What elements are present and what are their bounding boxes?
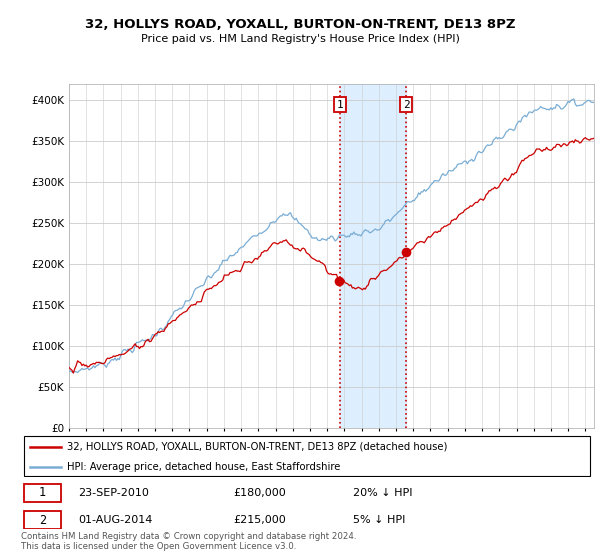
Text: £215,000: £215,000 <box>233 515 286 525</box>
Bar <box>340 84 406 428</box>
Text: 1: 1 <box>337 100 343 110</box>
Text: 32, HOLLYS ROAD, YOXALL, BURTON-ON-TRENT, DE13 8PZ: 32, HOLLYS ROAD, YOXALL, BURTON-ON-TRENT… <box>85 18 515 31</box>
Text: 1: 1 <box>38 487 46 500</box>
Text: 5% ↓ HPI: 5% ↓ HPI <box>353 515 406 525</box>
FancyBboxPatch shape <box>24 436 590 476</box>
Text: 20% ↓ HPI: 20% ↓ HPI <box>353 488 413 498</box>
FancyBboxPatch shape <box>24 484 61 502</box>
Text: £180,000: £180,000 <box>233 488 286 498</box>
Text: Contains HM Land Registry data © Crown copyright and database right 2024.
This d: Contains HM Land Registry data © Crown c… <box>21 532 356 552</box>
Text: 2: 2 <box>403 100 409 110</box>
Text: HPI: Average price, detached house, East Staffordshire: HPI: Average price, detached house, East… <box>67 461 340 472</box>
FancyBboxPatch shape <box>24 511 61 529</box>
Text: 2: 2 <box>38 514 46 526</box>
Text: Price paid vs. HM Land Registry's House Price Index (HPI): Price paid vs. HM Land Registry's House … <box>140 34 460 44</box>
Text: 23-SEP-2010: 23-SEP-2010 <box>79 488 149 498</box>
Text: 01-AUG-2014: 01-AUG-2014 <box>79 515 152 525</box>
Text: 32, HOLLYS ROAD, YOXALL, BURTON-ON-TRENT, DE13 8PZ (detached house): 32, HOLLYS ROAD, YOXALL, BURTON-ON-TRENT… <box>67 442 447 452</box>
